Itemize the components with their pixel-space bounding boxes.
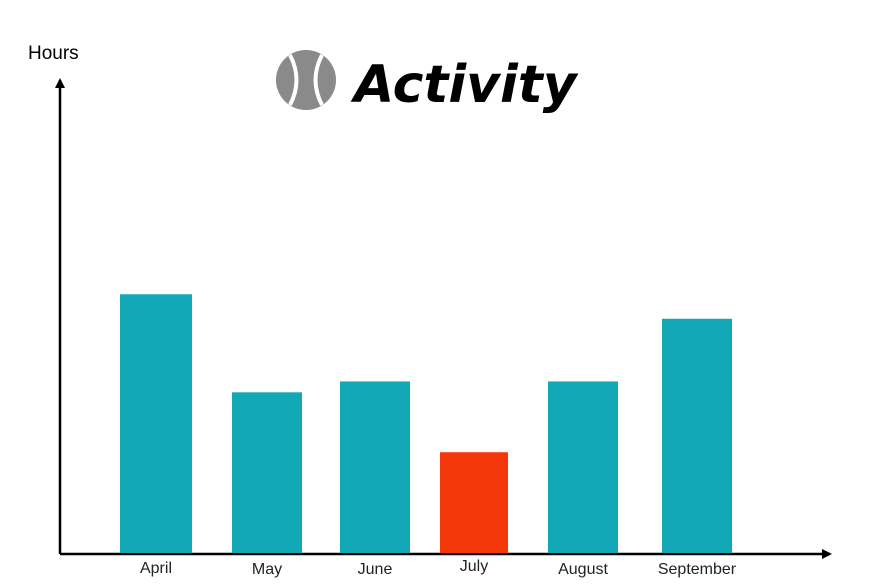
x-tick-label-june: June	[358, 561, 393, 578]
bar-july	[440, 452, 508, 553]
x-tick-label-april: April	[140, 560, 172, 577]
bar-april	[120, 294, 192, 553]
chart-title-group: Activity	[276, 50, 579, 115]
x-tick-label-july: July	[460, 558, 488, 575]
tennis-ball-icon	[276, 50, 336, 110]
bar-june	[340, 381, 410, 553]
chart-title: Activity	[350, 55, 579, 115]
x-tick-labels: April May June July August September	[140, 558, 737, 578]
bar-may	[232, 392, 302, 553]
x-tick-label-september: September	[658, 561, 737, 578]
y-axis-label: Hours	[28, 43, 79, 64]
bar-september	[662, 318, 732, 553]
x-tick-label-may: May	[252, 561, 282, 578]
x-tick-label-august: August	[558, 561, 608, 578]
bar-august	[548, 381, 618, 553]
bars-group	[120, 294, 732, 553]
